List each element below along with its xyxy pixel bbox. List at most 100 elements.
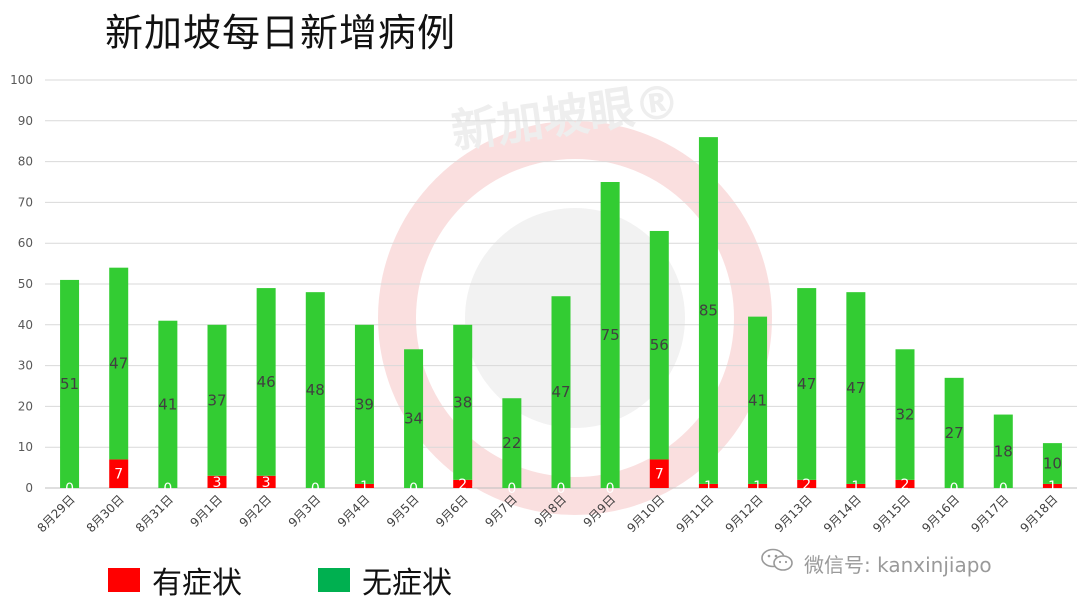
x-tick-label: 9月5日: [384, 492, 422, 530]
bar-asymptomatic: [649, 230, 669, 460]
bar-symptomatic: [207, 475, 227, 488]
data-label-symptomatic: 2: [802, 477, 811, 493]
bar-symptomatic: [846, 483, 866, 488]
y-tick-label: 60: [18, 236, 33, 250]
data-label-symptomatic: 0: [65, 481, 74, 497]
data-label-asymptomatic: 10: [1043, 455, 1062, 473]
legend-swatch-asymptomatic: [318, 568, 350, 592]
bar-symptomatic: [453, 479, 473, 488]
y-tick-label: 30: [18, 359, 33, 373]
data-label-symptomatic: 2: [901, 477, 910, 493]
bar-asymptomatic: [846, 292, 866, 484]
data-label-symptomatic: 7: [114, 467, 123, 483]
bar-asymptomatic: [207, 324, 227, 476]
x-tick-label: 9月14日: [821, 492, 864, 535]
bar-asymptomatic: [158, 320, 178, 488]
x-tick-label: 9月1日: [187, 492, 225, 530]
legend-label-symptomatic: 有症状: [152, 566, 242, 601]
legend-label-asymptomatic: 无症状: [362, 566, 452, 601]
bar-symptomatic: [256, 475, 276, 488]
bar-asymptomatic: [797, 288, 817, 480]
y-tick-label: 20: [18, 399, 33, 413]
bar-asymptomatic: [60, 279, 80, 488]
data-label-asymptomatic: 47: [109, 355, 128, 373]
legend-item-symptomatic: 有症状: [108, 560, 242, 601]
data-label-asymptomatic: 22: [502, 434, 521, 452]
data-label-asymptomatic: 85: [699, 302, 718, 320]
data-label-symptomatic: 3: [262, 475, 271, 491]
data-label-asymptomatic: 47: [846, 379, 865, 397]
data-label-symptomatic: 1: [1048, 479, 1057, 495]
x-tick-label: 9月3日: [286, 492, 324, 530]
bar-symptomatic: [354, 483, 374, 488]
bar-asymptomatic: [993, 414, 1013, 488]
data-label-asymptomatic: 46: [257, 373, 276, 391]
x-tick-label: 9月12日: [723, 492, 766, 535]
y-tick-label: 0: [25, 481, 33, 495]
x-tick-label: 8月31日: [133, 492, 176, 535]
bar-symptomatic: [109, 459, 129, 488]
data-label-symptomatic: 0: [557, 481, 566, 497]
bar-asymptomatic: [551, 296, 571, 488]
watermark-disc: [465, 208, 685, 428]
data-label-symptomatic: 3: [213, 475, 222, 491]
wechat-icon: [761, 548, 793, 571]
x-tick-label: 8月30日: [84, 492, 127, 535]
data-label-asymptomatic: 47: [551, 383, 570, 401]
y-tick-label: 50: [18, 277, 33, 291]
data-label-symptomatic: 0: [606, 481, 615, 497]
x-tick-label: 9月2日: [237, 492, 275, 530]
data-label-asymptomatic: 75: [601, 326, 620, 344]
data-label-asymptomatic: 41: [748, 391, 767, 409]
data-label-asymptomatic: 51: [60, 375, 79, 393]
bar-asymptomatic: [109, 267, 129, 460]
y-tick-label: 10: [18, 440, 33, 454]
x-tick-label: 9月4日: [335, 492, 373, 530]
data-label-symptomatic: 0: [999, 481, 1008, 497]
bar-symptomatic: [649, 459, 669, 488]
bar-asymptomatic: [1042, 443, 1062, 484]
data-label-symptomatic: 2: [458, 477, 467, 493]
bar-asymptomatic: [453, 324, 473, 480]
y-tick-label: 100: [10, 73, 33, 87]
data-label-asymptomatic: 56: [650, 336, 669, 354]
bar-asymptomatic: [502, 398, 522, 488]
bar-asymptomatic: [404, 349, 424, 488]
x-tick-label: 8月29日: [35, 492, 78, 535]
data-label-symptomatic: 0: [163, 481, 172, 497]
data-label-asymptomatic: 34: [404, 410, 423, 428]
data-label-symptomatic: 1: [753, 479, 762, 495]
data-label-symptomatic: 1: [704, 479, 713, 495]
y-tick-label: 40: [18, 318, 33, 332]
bar-asymptomatic: [600, 182, 620, 488]
x-tick-label: 9月11日: [673, 492, 716, 535]
x-tick-label: 9月16日: [919, 492, 962, 535]
bar-symptomatic: [1042, 483, 1062, 488]
bar-symptomatic: [797, 479, 817, 488]
bar-asymptomatic: [256, 288, 276, 476]
bar-asymptomatic: [895, 349, 915, 480]
data-label-asymptomatic: 32: [895, 406, 914, 424]
bar-symptomatic: [895, 479, 915, 488]
data-label-asymptomatic: 38: [453, 393, 472, 411]
legend-swatch-symptomatic: [108, 568, 140, 592]
x-tick-label: 9月6日: [433, 492, 471, 530]
bar-asymptomatic: [698, 137, 718, 484]
bar-asymptomatic: [944, 377, 964, 488]
data-label-asymptomatic: 41: [158, 395, 177, 413]
bar-asymptomatic: [305, 292, 325, 488]
data-label-asymptomatic: 18: [994, 442, 1013, 460]
x-tick-label: 9月18日: [1017, 492, 1060, 535]
bar-asymptomatic: [748, 316, 768, 484]
y-tick-label: 70: [18, 195, 33, 209]
x-tick-label: 9月17日: [968, 492, 1011, 535]
data-label-symptomatic: 0: [311, 481, 320, 497]
data-label-symptomatic: 0: [409, 481, 418, 497]
data-label-asymptomatic: 37: [207, 391, 226, 409]
wechat-id: 微信号: kanxinjiapo: [804, 553, 992, 577]
data-label-asymptomatic: 39: [355, 395, 374, 413]
chart-title: 新加坡每日新增病例: [105, 11, 457, 55]
data-label-symptomatic: 0: [507, 481, 516, 497]
data-label-asymptomatic: 47: [797, 375, 816, 393]
